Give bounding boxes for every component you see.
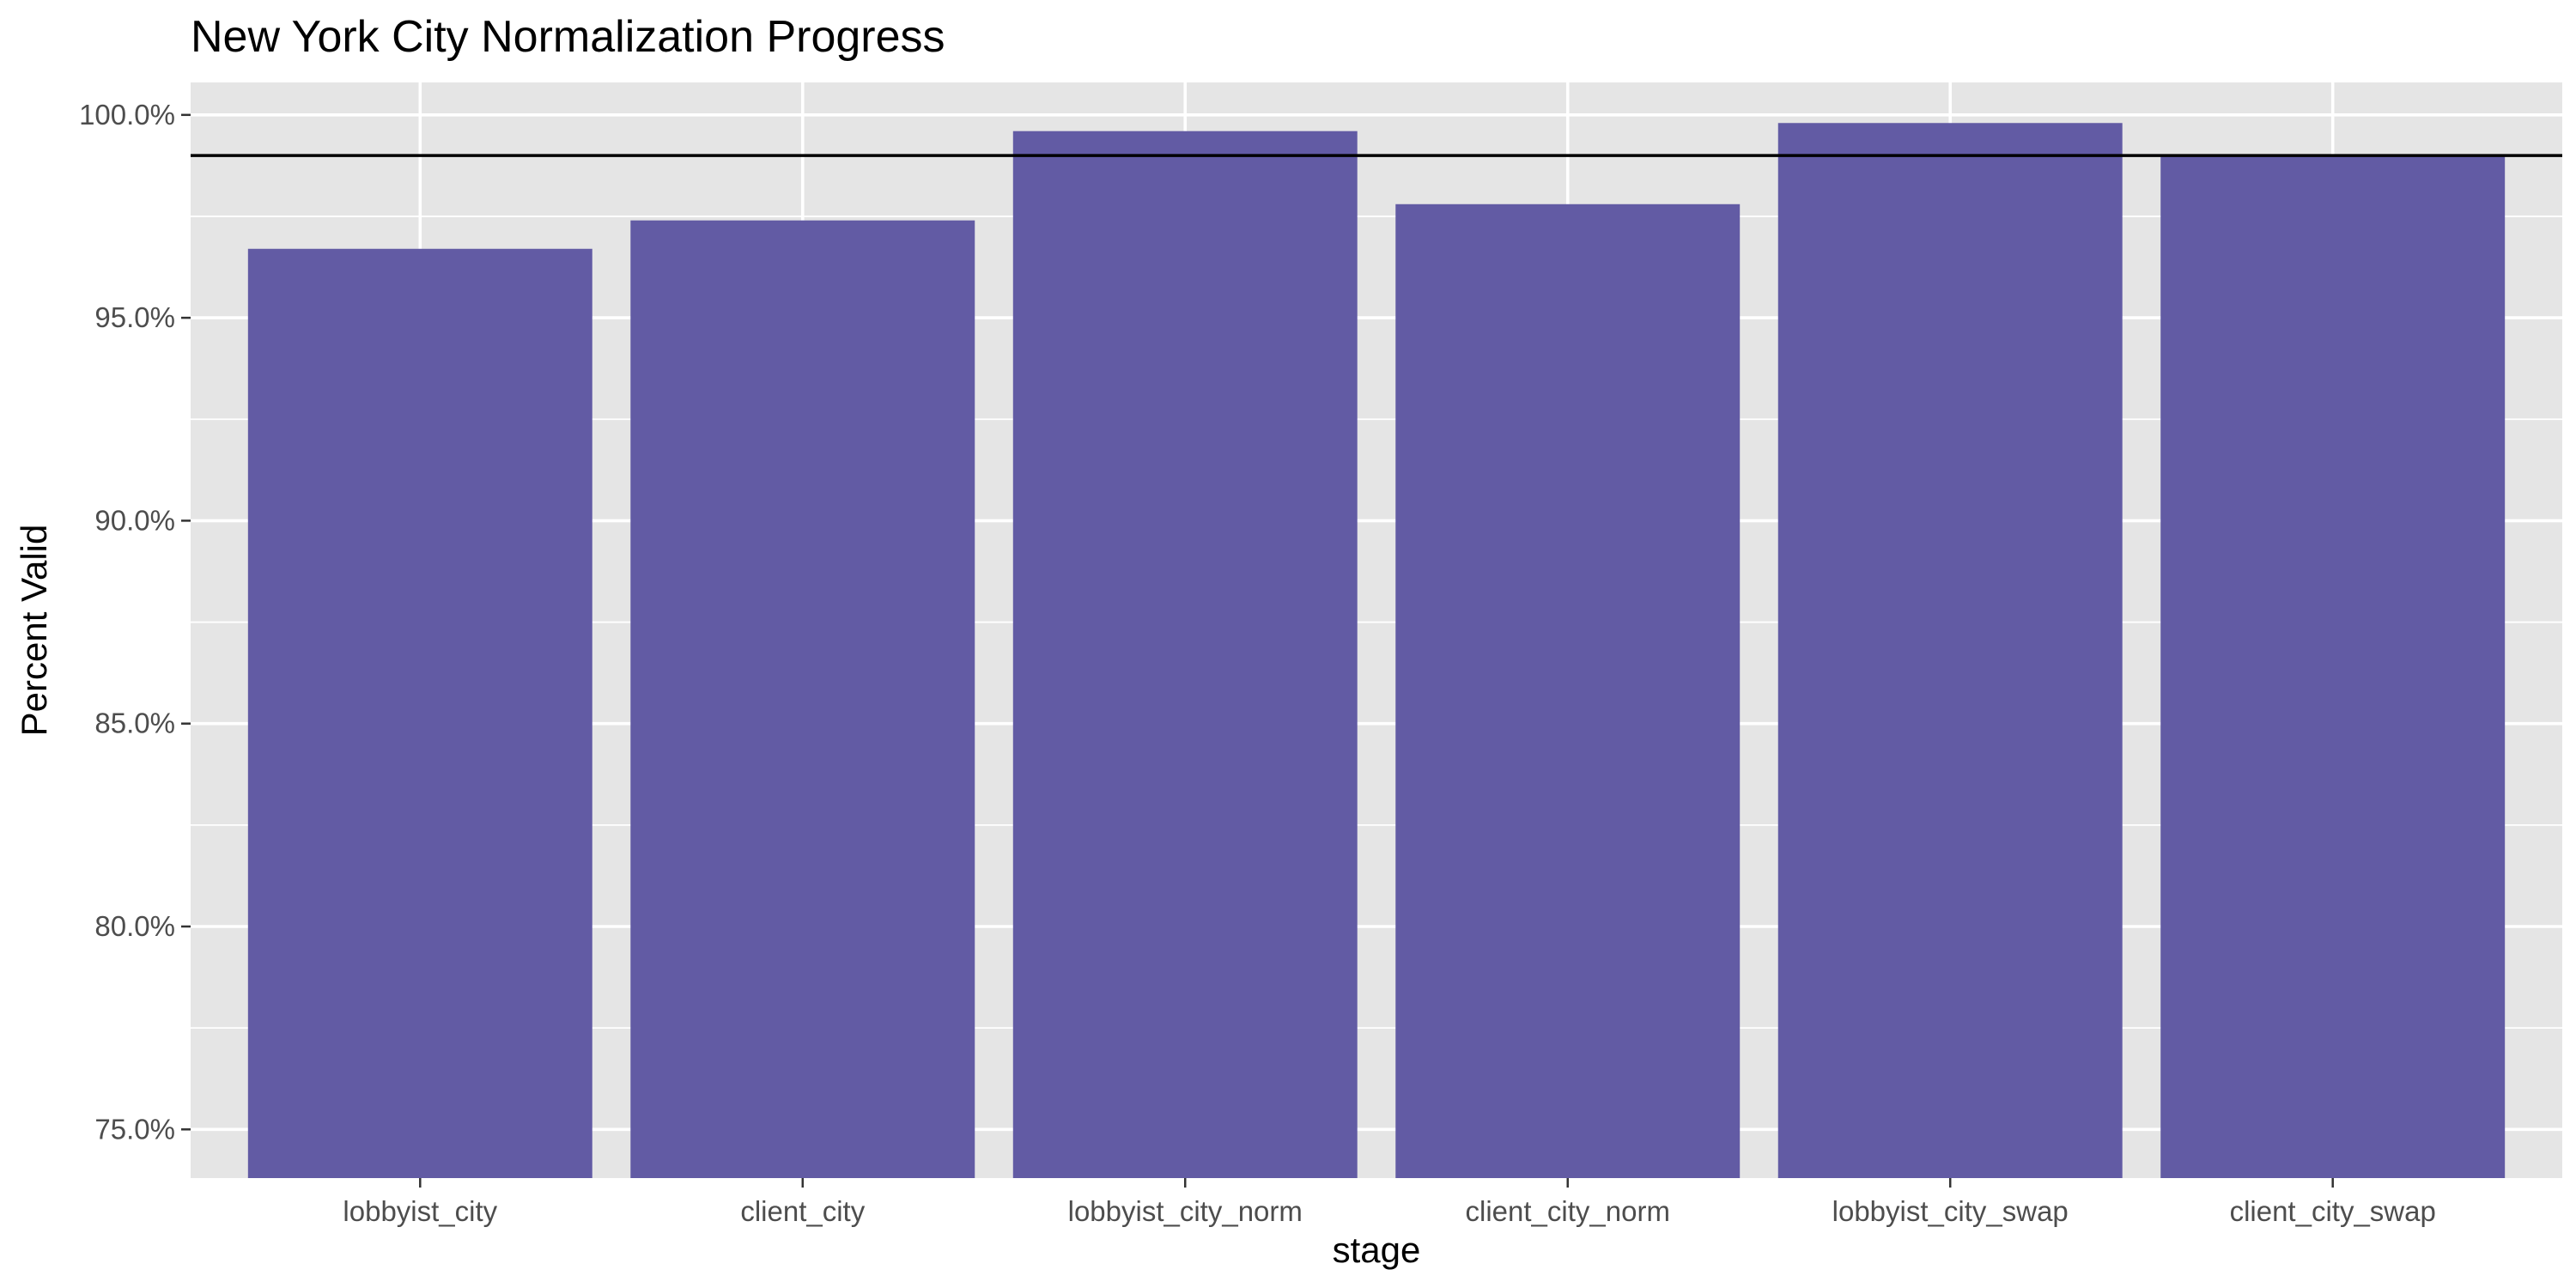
y-axis-title: Percent Valid — [14, 525, 54, 737]
x-axis: lobbyist_city client_city lobbyist_city_no… — [343, 1178, 2436, 1227]
x-tick-label: client_city — [740, 1195, 865, 1227]
y-tick-label: 90.0% — [94, 504, 175, 536]
x-axis-title: stage — [1333, 1230, 1421, 1270]
bar-lobbyist_city_swap — [1777, 123, 2123, 1178]
x-tick-label: lobbyist_city — [343, 1195, 497, 1227]
y-tick-label: 80.0% — [94, 910, 175, 942]
bars — [247, 123, 2506, 1179]
x-tick-label: lobbyist_city_norm — [1068, 1195, 1303, 1227]
bar-client_city_norm — [1395, 204, 1741, 1178]
chart-title: New York City Normalization Progress — [191, 12, 945, 62]
bar-client_city_swap — [2160, 155, 2506, 1179]
x-tick-label: client_city_swap — [2230, 1195, 2436, 1227]
x-tick-label: lobbyist_city_swap — [1832, 1195, 2069, 1227]
y-tick-label: 100.0% — [79, 99, 175, 131]
y-tick-label: 85.0% — [94, 708, 175, 739]
x-tick-label: client_city_norm — [1466, 1195, 1670, 1227]
bar-lobbyist_city — [247, 248, 592, 1179]
bar-client_city — [630, 220, 975, 1178]
y-tick-label: 75.0% — [94, 1113, 175, 1145]
y-axis: 75.0% 80.0% 85.0% 90.0% 95.0% 100.0% — [79, 99, 191, 1145]
y-tick-label: 95.0% — [94, 301, 175, 333]
bar-lobbyist_city_norm — [1012, 131, 1358, 1179]
